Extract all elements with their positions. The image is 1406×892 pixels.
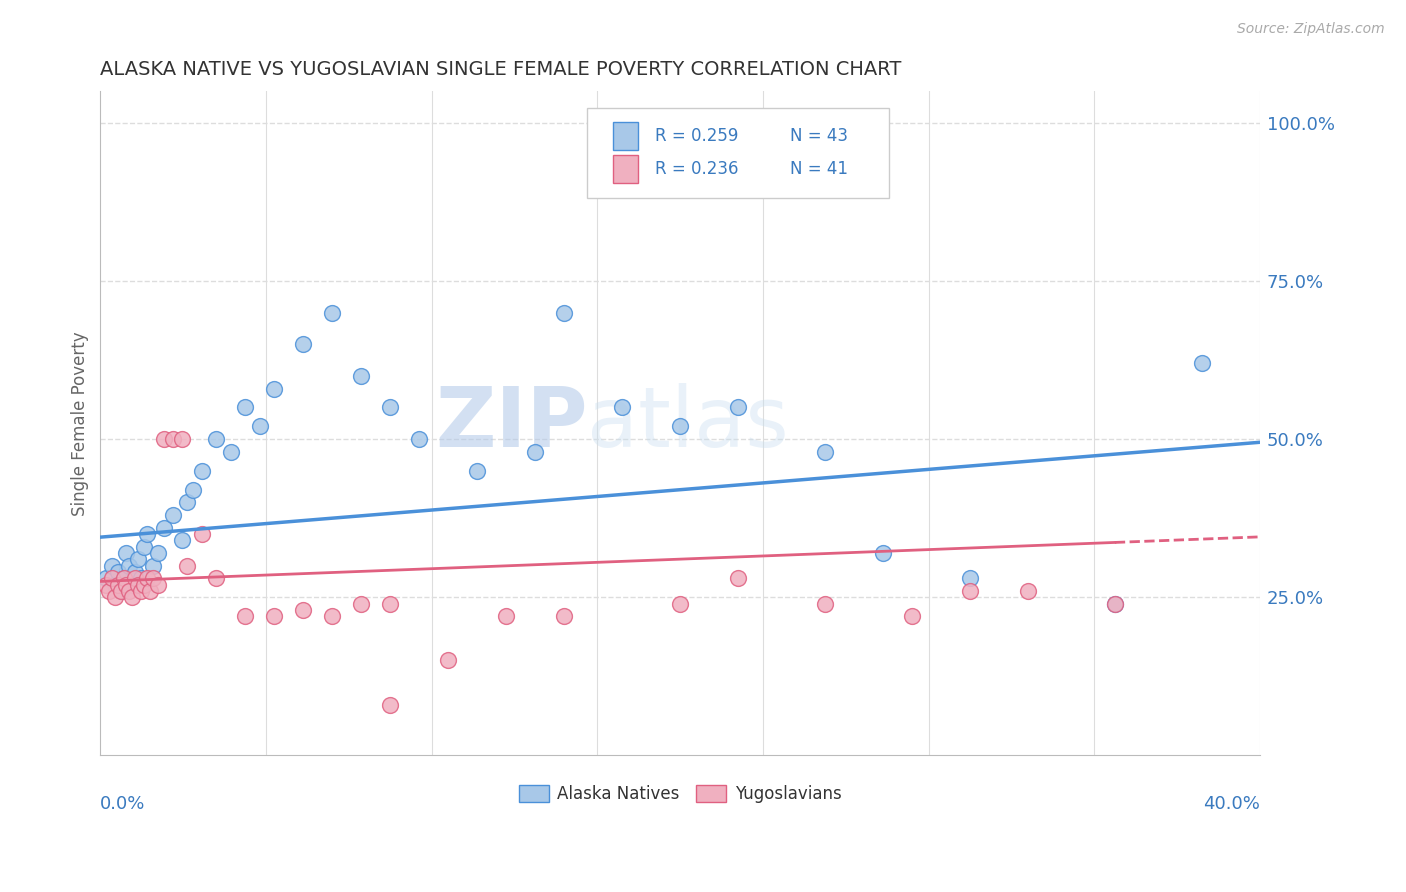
Point	[191, 527, 214, 541]
Text: 40.0%: 40.0%	[1204, 795, 1260, 814]
Point	[124, 571, 146, 585]
Point	[176, 495, 198, 509]
Point	[727, 571, 749, 585]
Point	[112, 571, 135, 585]
Point	[233, 401, 256, 415]
Point	[115, 546, 138, 560]
Point	[101, 571, 124, 585]
FancyBboxPatch shape	[588, 108, 889, 197]
Point	[219, 444, 242, 458]
Point	[610, 401, 633, 415]
Text: 0.0%: 0.0%	[100, 795, 146, 814]
Point	[814, 444, 837, 458]
Point	[380, 597, 402, 611]
Y-axis label: Single Female Poverty: Single Female Poverty	[72, 331, 89, 516]
Point	[233, 609, 256, 624]
Text: Source: ZipAtlas.com: Source: ZipAtlas.com	[1237, 22, 1385, 37]
Text: N = 41: N = 41	[790, 160, 848, 178]
Point	[380, 401, 402, 415]
Point	[94, 571, 117, 585]
Point	[727, 401, 749, 415]
Point	[129, 583, 152, 598]
Point	[321, 305, 343, 319]
Point	[292, 337, 315, 351]
Point	[437, 653, 460, 667]
Text: N = 43: N = 43	[790, 127, 848, 145]
Text: ALASKA NATIVE VS YUGOSLAVIAN SINGLE FEMALE POVERTY CORRELATION CHART: ALASKA NATIVE VS YUGOSLAVIAN SINGLE FEMA…	[100, 60, 901, 78]
Point	[162, 508, 184, 522]
Point	[205, 432, 228, 446]
Point	[129, 571, 152, 585]
Point	[959, 583, 981, 598]
Text: atlas: atlas	[588, 383, 789, 464]
Point	[553, 305, 575, 319]
Point	[872, 546, 894, 560]
Point	[959, 571, 981, 585]
Point	[118, 558, 141, 573]
Point	[118, 583, 141, 598]
Text: R = 0.236: R = 0.236	[655, 160, 738, 178]
Point	[181, 483, 204, 497]
Point	[135, 571, 157, 585]
Point	[176, 558, 198, 573]
Point	[170, 533, 193, 548]
Point	[115, 577, 138, 591]
Point	[148, 577, 170, 591]
Point	[127, 577, 149, 591]
Point	[162, 432, 184, 446]
Point	[135, 527, 157, 541]
Point	[138, 583, 160, 598]
Point	[148, 546, 170, 560]
Point	[132, 577, 155, 591]
Point	[170, 432, 193, 446]
Bar	[613, 122, 638, 150]
Point	[104, 591, 127, 605]
Point	[1104, 597, 1126, 611]
Point	[495, 609, 517, 624]
Legend: Alaska Natives, Yugoslavians: Alaska Natives, Yugoslavians	[512, 779, 848, 810]
Point	[1017, 583, 1039, 598]
Point	[104, 577, 127, 591]
Text: ZIP: ZIP	[434, 383, 588, 464]
Point	[127, 552, 149, 566]
Point	[1191, 356, 1213, 370]
Point	[141, 571, 163, 585]
Point	[263, 609, 285, 624]
Point	[110, 583, 132, 598]
Point	[124, 565, 146, 579]
Point	[292, 603, 315, 617]
Point	[553, 609, 575, 624]
Point	[153, 432, 176, 446]
Point	[263, 382, 285, 396]
Point	[107, 565, 129, 579]
Point	[901, 609, 924, 624]
Point	[110, 583, 132, 598]
Point	[98, 583, 121, 598]
Point	[205, 571, 228, 585]
Point	[153, 521, 176, 535]
Point	[132, 540, 155, 554]
Point	[121, 577, 143, 591]
Point	[524, 444, 547, 458]
Point	[141, 558, 163, 573]
Bar	[613, 155, 638, 183]
Point	[249, 419, 271, 434]
Point	[380, 698, 402, 712]
Text: R = 0.259: R = 0.259	[655, 127, 738, 145]
Point	[1104, 597, 1126, 611]
Point	[350, 597, 373, 611]
Point	[94, 577, 117, 591]
Point	[814, 597, 837, 611]
Point	[107, 577, 129, 591]
Point	[408, 432, 430, 446]
Point	[321, 609, 343, 624]
Point	[112, 571, 135, 585]
Point	[101, 558, 124, 573]
Point	[350, 368, 373, 383]
Point	[121, 591, 143, 605]
Point	[465, 464, 488, 478]
Point	[191, 464, 214, 478]
Point	[669, 419, 692, 434]
Point	[669, 597, 692, 611]
